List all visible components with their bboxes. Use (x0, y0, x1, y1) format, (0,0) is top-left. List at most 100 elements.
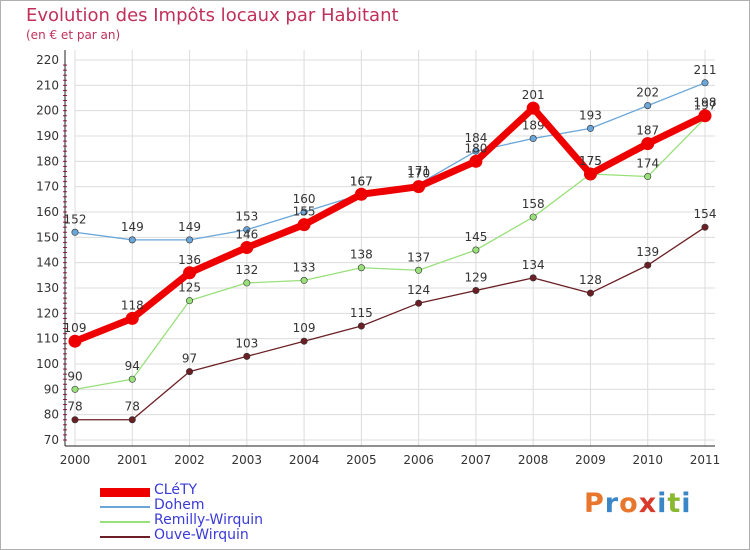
data-point-dohem (243, 226, 251, 234)
data-label-remilly-wirquin: 145 (464, 230, 487, 244)
legend-label-dohem: Dohem (154, 497, 205, 513)
data-label-clety: 175 (579, 154, 602, 168)
y-tick-label: 150 (36, 230, 59, 244)
y-tick-label: 130 (36, 281, 59, 295)
data-label-dohem: 167 (350, 174, 373, 188)
proxiti-logo: Proxiti (584, 488, 692, 519)
data-label-dohem: 189 (522, 119, 545, 133)
x-tick-label: 2000 (60, 453, 91, 467)
x-tick-label: 2001 (117, 453, 148, 467)
data-point-ouve-wirquin (415, 299, 423, 307)
y-tick-label: 120 (36, 306, 59, 320)
data-point-ouve-wirquin (243, 352, 251, 360)
legend-swatch-ouve-wirquin (100, 536, 150, 538)
data-point-ouve-wirquin (71, 416, 79, 424)
data-point-clety (698, 109, 712, 123)
data-label-remilly-wirquin: 197 (694, 98, 717, 112)
data-label-remilly-wirquin: 137 (407, 250, 430, 264)
data-point-remilly-wirquin (357, 264, 365, 272)
data-label-dohem: 160 (293, 192, 316, 206)
data-label-clety: 201 (522, 88, 545, 102)
data-point-ouve-wirquin (357, 322, 365, 330)
data-label-ouve-wirquin: 78 (125, 400, 140, 414)
data-label-remilly-wirquin: 174 (636, 157, 659, 171)
x-tick-label: 2005 (346, 453, 377, 467)
data-point-dohem (128, 236, 136, 244)
data-point-dohem (529, 135, 537, 143)
x-tick-label: 2009 (575, 453, 606, 467)
data-label-ouve-wirquin: 128 (579, 273, 602, 287)
data-point-remilly-wirquin (71, 385, 79, 393)
legend-item-clety: CLéTY (100, 482, 320, 499)
y-tick-label: 70 (44, 433, 59, 447)
data-label-clety: 136 (178, 253, 201, 267)
data-label-ouve-wirquin: 103 (235, 336, 258, 350)
logo-letter: i (681, 488, 692, 519)
data-point-ouve-wirquin (472, 287, 480, 295)
data-point-clety (68, 334, 82, 348)
y-tick-label: 170 (36, 180, 59, 194)
data-point-ouve-wirquin (186, 368, 194, 376)
data-point-remilly-wirquin (128, 375, 136, 383)
data-label-ouve-wirquin: 97 (182, 352, 197, 366)
data-label-clety: 109 (64, 321, 87, 335)
data-point-dohem (71, 228, 79, 236)
legend-label-remilly-wirquin: Remilly-Wirquin (154, 512, 263, 528)
data-label-remilly-wirquin: 133 (293, 260, 316, 274)
data-label-clety: 155 (293, 205, 316, 219)
logo-letter: i (657, 488, 668, 519)
y-tick-label: 190 (36, 129, 59, 143)
data-label-dohem: 152 (64, 212, 87, 226)
y-tick-label: 180 (36, 154, 59, 168)
x-tick-label: 2006 (403, 453, 434, 467)
data-point-dohem (644, 102, 652, 110)
legend-swatch-clety (100, 488, 150, 497)
y-tick-label: 210 (36, 78, 59, 92)
legend-item-remilly-wirquin: Remilly-Wirquin (100, 512, 320, 529)
data-label-ouve-wirquin: 134 (522, 258, 545, 272)
data-point-remilly-wirquin (415, 266, 423, 274)
data-point-clety (526, 101, 540, 115)
y-tick-label: 90 (44, 382, 59, 396)
series-line-remilly-wirquin (74, 117, 706, 390)
y-tick-label: 220 (36, 53, 59, 67)
data-label-dohem: 211 (694, 63, 717, 77)
data-label-ouve-wirquin: 139 (636, 245, 659, 259)
data-label-ouve-wirquin: 109 (293, 321, 316, 335)
data-label-remilly-wirquin: 158 (522, 197, 545, 211)
data-label-dohem: 149 (178, 220, 201, 234)
x-tick-label: 2010 (632, 453, 663, 467)
data-label-remilly-wirquin: 125 (178, 281, 201, 295)
data-label-dohem: 193 (579, 108, 602, 122)
data-point-remilly-wirquin (186, 297, 194, 305)
y-tick-label: 80 (44, 408, 59, 422)
legend-label-clety: CLéTY (154, 482, 198, 498)
data-label-dohem: 184 (464, 131, 487, 145)
series-line-ouve-wirquin (74, 226, 706, 421)
data-label-clety: 180 (464, 141, 487, 155)
data-point-clety (297, 218, 311, 232)
data-label-clety: 187 (636, 124, 659, 138)
y-tick-label: 100 (36, 357, 59, 371)
data-label-clety: 118 (121, 298, 144, 312)
data-label-remilly-wirquin: 94 (125, 359, 140, 373)
logo-letter: r (604, 488, 620, 519)
y-tick-label: 200 (36, 104, 59, 118)
data-point-clety (354, 187, 368, 201)
x-tick-label: 2004 (289, 453, 320, 467)
y-tick-label: 160 (36, 205, 59, 219)
data-point-clety (183, 266, 197, 280)
y-tick-label: 140 (36, 256, 59, 270)
data-label-clety: 170 (407, 167, 430, 181)
data-point-ouve-wirquin (701, 223, 709, 231)
data-point-ouve-wirquin (300, 337, 308, 345)
data-label-dohem: 202 (636, 86, 659, 100)
data-point-dohem (586, 124, 594, 132)
logo-letter: t (667, 488, 682, 519)
logo-letter: x (638, 488, 658, 519)
x-tick-label: 2011 (690, 453, 721, 467)
logo-letter: P (584, 488, 605, 519)
data-label-ouve-wirquin: 154 (694, 207, 717, 221)
data-label-clety: 167 (350, 174, 373, 188)
